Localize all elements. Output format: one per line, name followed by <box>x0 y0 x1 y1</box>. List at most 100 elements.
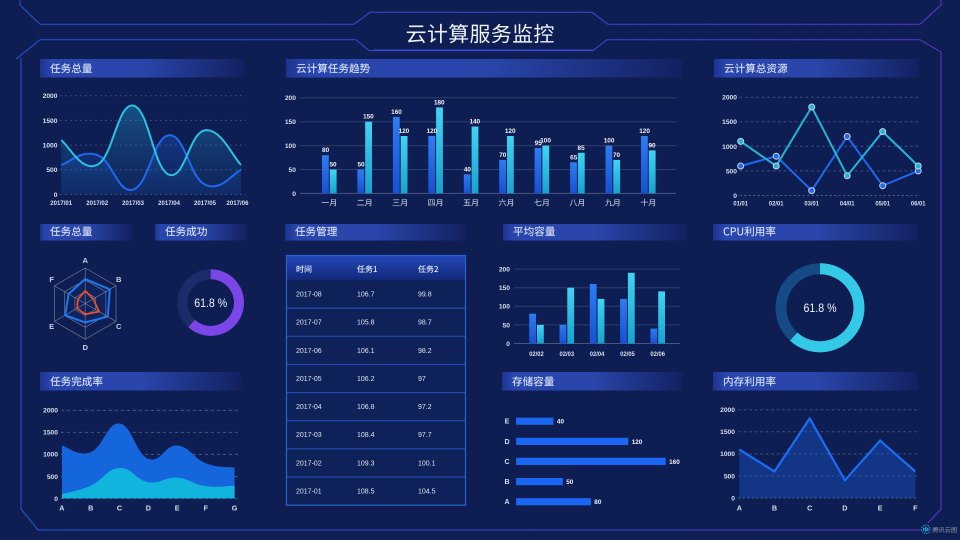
svg-text:1500: 1500 <box>43 118 58 125</box>
svg-text:104.5: 104.5 <box>418 489 436 496</box>
svg-text:50: 50 <box>566 479 574 486</box>
svg-text:E: E <box>49 322 54 331</box>
svg-text:2017/01: 2017/01 <box>50 200 72 207</box>
svg-text:95: 95 <box>535 140 543 147</box>
svg-text:D: D <box>82 343 88 352</box>
svg-text:160: 160 <box>669 459 680 466</box>
svg-text:100: 100 <box>499 304 510 311</box>
svg-text:80: 80 <box>322 147 330 154</box>
svg-text:106.1: 106.1 <box>357 348 375 355</box>
svg-text:F: F <box>913 503 918 512</box>
svg-text:90: 90 <box>648 142 656 149</box>
svg-text:0: 0 <box>733 193 737 200</box>
svg-text:160: 160 <box>391 109 402 116</box>
svg-text:2017/06: 2017/06 <box>227 200 249 207</box>
svg-text:2017-08: 2017-08 <box>296 292 322 299</box>
svg-text:80: 80 <box>594 499 602 506</box>
svg-text:98.7: 98.7 <box>418 320 432 327</box>
svg-text:06/01: 06/01 <box>911 200 926 207</box>
svg-text:500: 500 <box>46 167 57 174</box>
svg-text:98.2: 98.2 <box>418 348 432 355</box>
svg-text:70: 70 <box>613 152 621 159</box>
svg-text:150: 150 <box>363 114 374 121</box>
svg-text:1000: 1000 <box>720 451 735 458</box>
svg-text:G: G <box>232 504 238 513</box>
svg-text:180: 180 <box>434 99 445 106</box>
svg-text:04/01: 04/01 <box>840 200 855 207</box>
svg-text:120: 120 <box>639 128 650 135</box>
svg-text:120: 120 <box>632 439 643 446</box>
svg-text:B: B <box>772 503 777 512</box>
svg-text:2017/04: 2017/04 <box>158 200 180 207</box>
svg-text:1000: 1000 <box>43 143 58 150</box>
svg-text:A: A <box>82 256 88 265</box>
svg-text:500: 500 <box>47 474 58 481</box>
svg-text:200: 200 <box>285 95 296 102</box>
svg-text:106.2: 106.2 <box>357 376 375 383</box>
svg-text:70: 70 <box>499 152 507 159</box>
svg-text:100.1: 100.1 <box>418 460 436 467</box>
svg-text:0: 0 <box>292 191 296 198</box>
svg-text:C: C <box>807 503 812 512</box>
svg-text:C: C <box>117 504 122 513</box>
svg-text:108.4: 108.4 <box>357 432 375 439</box>
svg-text:2017/02: 2017/02 <box>86 200 108 207</box>
svg-text:140: 140 <box>469 119 480 126</box>
svg-text:02/06: 02/06 <box>650 351 665 358</box>
svg-text:D: D <box>842 503 847 512</box>
svg-text:97: 97 <box>418 376 426 383</box>
svg-text:50: 50 <box>357 162 365 169</box>
svg-text:50: 50 <box>503 322 511 329</box>
svg-text:2017-06: 2017-06 <box>296 348 322 355</box>
svg-text:150: 150 <box>499 285 510 292</box>
svg-text:02/03: 02/03 <box>560 351 575 358</box>
svg-text:A: A <box>59 504 64 513</box>
svg-text:F: F <box>204 504 209 513</box>
svg-text:2017-03: 2017-03 <box>296 432 322 439</box>
svg-text:2000: 2000 <box>722 95 737 102</box>
svg-text:106.8: 106.8 <box>357 404 375 411</box>
svg-text:109.3: 109.3 <box>357 460 375 467</box>
svg-text:01/01: 01/01 <box>733 200 748 207</box>
svg-text:2017-04: 2017-04 <box>296 404 322 411</box>
svg-text:99.8: 99.8 <box>418 292 432 299</box>
svg-text:1500: 1500 <box>43 430 58 437</box>
svg-text:2000: 2000 <box>720 407 735 414</box>
svg-text:108.5: 108.5 <box>357 489 375 496</box>
svg-text:500: 500 <box>726 168 737 175</box>
svg-text:B: B <box>88 504 93 513</box>
svg-text:2017/05: 2017/05 <box>194 200 216 207</box>
svg-text:120: 120 <box>427 128 438 135</box>
svg-text:97.2: 97.2 <box>418 404 432 411</box>
svg-text:2017-02: 2017-02 <box>296 460 322 467</box>
svg-text:40: 40 <box>464 166 472 173</box>
svg-text:02/05: 02/05 <box>620 351 635 358</box>
svg-text:2017-01: 2017-01 <box>296 489 322 496</box>
svg-text:1500: 1500 <box>720 429 735 436</box>
svg-text:02/01: 02/01 <box>769 200 784 207</box>
svg-text:50: 50 <box>329 162 337 169</box>
svg-text:200: 200 <box>499 267 510 274</box>
svg-text:0: 0 <box>54 496 58 503</box>
svg-text:0: 0 <box>731 495 735 502</box>
svg-text:120: 120 <box>505 128 516 135</box>
svg-text:0: 0 <box>506 341 510 348</box>
svg-text:105.8: 105.8 <box>357 320 375 327</box>
svg-text:100: 100 <box>604 138 615 145</box>
svg-text:65: 65 <box>570 154 578 161</box>
svg-text:E: E <box>878 503 883 512</box>
svg-text:61.8 %: 61.8 % <box>194 296 227 310</box>
svg-text:A: A <box>504 499 509 506</box>
svg-text:1000: 1000 <box>43 452 58 459</box>
svg-text:106.7: 106.7 <box>357 292 375 299</box>
svg-text:03/01: 03/01 <box>804 200 819 207</box>
svg-text:100: 100 <box>540 138 551 145</box>
svg-text:150: 150 <box>285 119 296 126</box>
svg-text:05/01: 05/01 <box>875 200 890 207</box>
svg-text:0: 0 <box>54 192 58 199</box>
svg-text:F: F <box>49 275 54 284</box>
svg-text:02/02: 02/02 <box>529 351 544 358</box>
svg-text:40: 40 <box>557 419 565 426</box>
svg-text:100: 100 <box>285 143 296 150</box>
svg-text:1500: 1500 <box>722 119 737 126</box>
